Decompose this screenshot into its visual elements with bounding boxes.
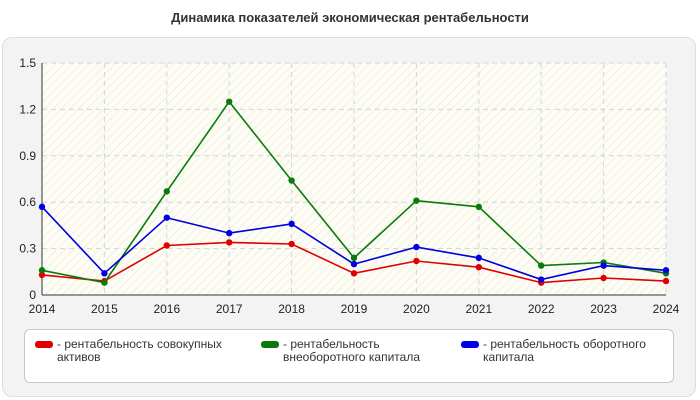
data-point xyxy=(38,271,46,279)
data-point xyxy=(226,229,233,237)
data-point xyxy=(662,277,670,285)
data-point xyxy=(350,260,358,268)
data-point xyxy=(600,262,607,269)
data-point xyxy=(101,270,108,277)
x-tick-label: 2024 xyxy=(653,302,680,316)
data-point xyxy=(413,257,420,265)
x-tick-label: 2020 xyxy=(403,302,430,316)
y-tick-label: 0 xyxy=(29,288,36,302)
data-point xyxy=(288,177,295,184)
legend-label: - рентабельность совокупных активов xyxy=(57,337,222,364)
data-point xyxy=(413,197,420,204)
x-tick-label: 2015 xyxy=(91,302,118,316)
legend-label: - рентабельность оборотного капитала xyxy=(483,337,646,364)
data-point xyxy=(288,220,295,228)
y-tick-label: 0.6 xyxy=(19,195,36,209)
data-point xyxy=(226,98,233,105)
data-point xyxy=(163,188,170,195)
data-point xyxy=(475,254,482,262)
data-point xyxy=(350,270,358,277)
x-tick-label: 2016 xyxy=(153,302,180,316)
y-tick-label: 1.5 xyxy=(19,56,36,70)
x-tick-label: 2014 xyxy=(29,302,56,316)
data-point xyxy=(538,262,545,269)
data-point xyxy=(538,276,545,283)
y-tick-label: 1.2 xyxy=(19,102,36,116)
data-point xyxy=(475,263,482,271)
data-point xyxy=(101,279,108,286)
data-point xyxy=(475,203,482,211)
x-tick-label: 2017 xyxy=(216,302,243,316)
legend: - рентабельность совокупных активов - ре… xyxy=(24,329,674,383)
legend-swatch-red xyxy=(35,341,53,348)
x-tick-label: 2019 xyxy=(341,302,368,316)
data-point xyxy=(163,242,170,249)
data-point xyxy=(38,267,46,274)
y-tick-label: 0.3 xyxy=(19,242,36,256)
x-tick-label: 2022 xyxy=(528,302,555,316)
data-point xyxy=(600,274,607,282)
data-point xyxy=(288,240,295,248)
legend-label: - рентабельность внеоборотного капитала xyxy=(283,337,420,364)
data-point xyxy=(163,214,170,221)
data-point xyxy=(350,254,358,262)
y-tick-label: 0.9 xyxy=(19,149,36,163)
legend-swatch-green xyxy=(261,341,279,348)
data-point xyxy=(226,239,233,246)
data-point xyxy=(38,203,46,211)
data-point xyxy=(413,243,420,251)
legend-swatch-blue xyxy=(461,341,479,348)
x-tick-label: 2021 xyxy=(465,302,492,316)
x-tick-label: 2018 xyxy=(278,302,305,316)
chart-title: Динамика показателей экономическая рента… xyxy=(171,10,529,25)
data-point xyxy=(662,267,670,274)
x-tick-label: 2023 xyxy=(590,302,617,316)
